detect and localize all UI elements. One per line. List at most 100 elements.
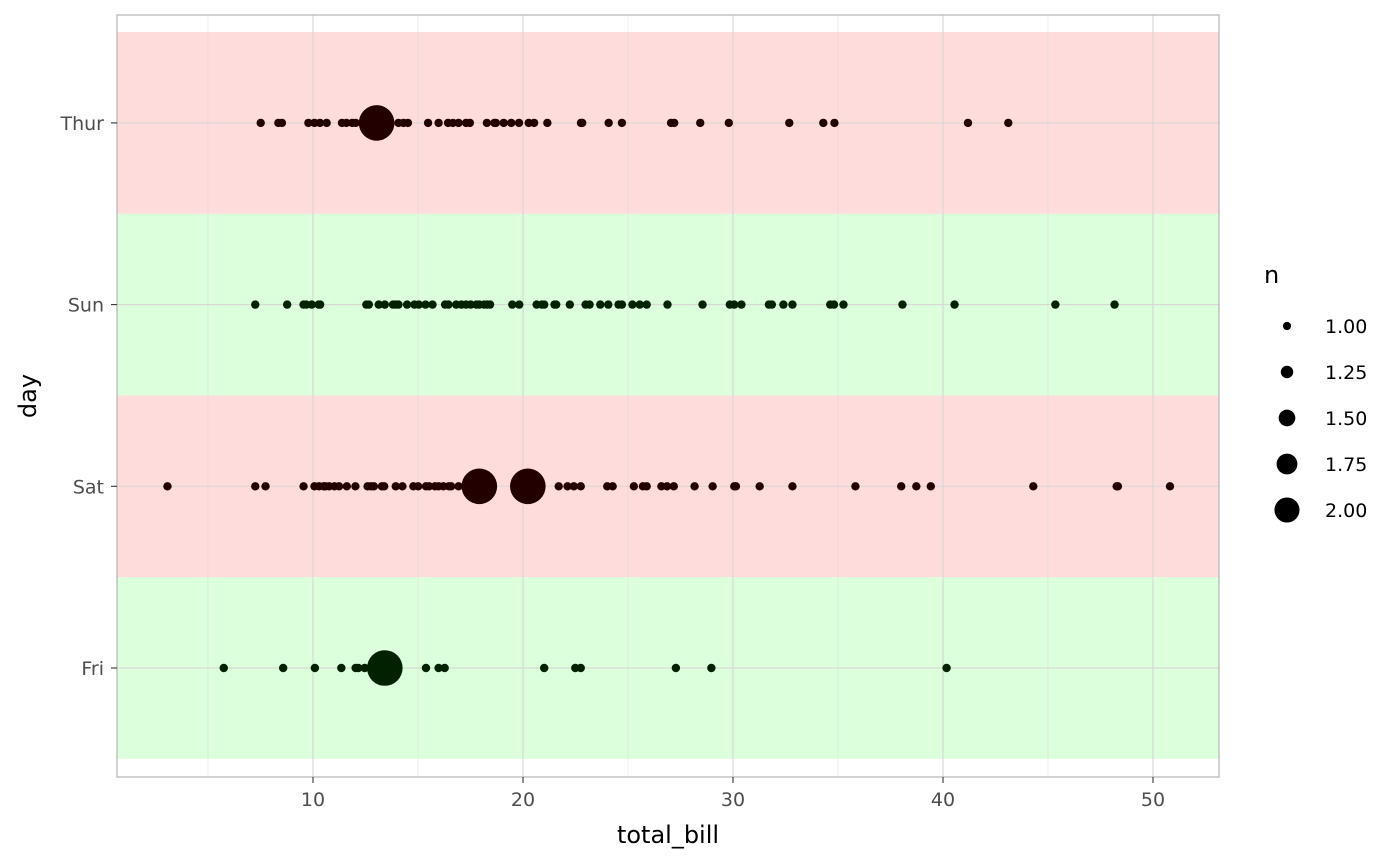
- data-point-sat: [334, 482, 344, 491]
- data-point-sat: [851, 482, 860, 491]
- data-point-sat: [576, 482, 585, 491]
- panel-border: [116, 14, 1220, 778]
- data-point-sat: [424, 482, 434, 491]
- data-point-sat: [897, 482, 906, 491]
- data-point-sun: [839, 300, 848, 309]
- data-point-thur: [382, 118, 391, 128]
- data-point-sat: [351, 482, 360, 491]
- data-point-sun: [444, 300, 453, 309]
- data-point-fri: [421, 663, 431, 673]
- data-point-sun: [767, 300, 777, 309]
- data-point-thur: [670, 118, 679, 128]
- data-point-fri: [434, 663, 443, 673]
- data-point-sun: [551, 300, 561, 309]
- x-tick-label: 20: [511, 789, 535, 811]
- data-point-sat: [369, 482, 379, 491]
- data-point-sat: [261, 482, 270, 491]
- data-point-thur: [499, 118, 508, 128]
- data-point-sat: [708, 482, 717, 491]
- data-point-sun: [698, 300, 707, 309]
- x-axis-ticks: 10 20 30 40 50: [301, 777, 1165, 811]
- data-point-thur: [256, 118, 265, 128]
- data-point-sun: [402, 300, 412, 309]
- data-point-sun: [515, 300, 524, 309]
- data-point-sun: [898, 300, 907, 309]
- data-point-sun: [540, 300, 549, 309]
- size-legend: n 1.00 1.25 1.50 1.75 2.00: [1264, 261, 1367, 523]
- data-point-fri: [942, 663, 951, 673]
- data-point-thur: [465, 118, 475, 128]
- data-point-fri: [354, 663, 363, 673]
- data-point-sat: [669, 482, 678, 491]
- data-point-fri: [278, 663, 288, 673]
- data-point-sat: [391, 482, 400, 491]
- data-point-sat: [398, 482, 407, 491]
- data-point-sat: [788, 482, 797, 491]
- data-point-thur: [696, 118, 705, 128]
- data-point-sun: [642, 300, 651, 309]
- data-point-sat: [533, 482, 542, 491]
- data-point-sun: [380, 300, 390, 309]
- data-point-thur: [514, 118, 524, 128]
- data-point-sun: [604, 300, 613, 309]
- data-point-sun: [779, 300, 788, 309]
- data-point-sun: [663, 300, 672, 309]
- y-tick-label: Thur: [59, 113, 104, 135]
- data-point-sun: [829, 300, 839, 309]
- data-point-sun: [414, 300, 424, 309]
- legend-label: 1.00: [1325, 316, 1367, 338]
- data-point-thur: [507, 118, 516, 128]
- y-axis-title: day: [14, 374, 42, 418]
- legend-label: 1.25: [1325, 362, 1367, 384]
- legend-size-key: [1282, 321, 1292, 331]
- data-point-thur: [963, 118, 973, 128]
- data-point-thur: [617, 118, 627, 128]
- data-point-fri: [540, 663, 549, 673]
- data-point-thur: [315, 118, 325, 128]
- data-point-sun: [394, 300, 403, 309]
- data-point-sat: [926, 482, 936, 491]
- data-point-sat: [642, 482, 651, 491]
- data-point-sun: [307, 300, 316, 309]
- data-point-sat: [563, 482, 572, 491]
- x-tick-label: 10: [301, 789, 325, 811]
- data-point-sat: [569, 482, 579, 491]
- data-point-sun: [508, 300, 517, 309]
- data-point-sat: [1165, 482, 1175, 491]
- data-point-thur: [351, 118, 360, 128]
- data-point-sun: [950, 300, 959, 309]
- data-point-sat: [414, 482, 423, 491]
- data-point-sat: [446, 482, 456, 491]
- data-point-sat: [510, 468, 546, 505]
- data-point-sun: [737, 300, 746, 309]
- data-point-thur: [724, 118, 733, 128]
- data-point-thur: [1004, 118, 1013, 128]
- data-point-sat: [608, 482, 617, 491]
- y-tick-label: Sat: [73, 476, 104, 498]
- data-point-sat: [342, 482, 352, 491]
- data-point-thur: [423, 118, 433, 128]
- data-point-sun: [428, 300, 437, 309]
- legend-title: n: [1264, 261, 1279, 289]
- legend-size-key: [1280, 365, 1294, 379]
- data-point-sat: [731, 482, 741, 491]
- x-tick-label: 40: [931, 789, 955, 811]
- x-axis-title: total_bill: [617, 821, 719, 849]
- data-point-thur: [819, 118, 828, 128]
- y-axis-ticks: Fri Sat Sun Thur: [59, 113, 117, 680]
- data-point-sat: [912, 482, 921, 491]
- data-point-sun: [251, 300, 260, 309]
- data-points: [163, 105, 1175, 686]
- data-point-sat: [690, 482, 699, 491]
- data-point-thur: [604, 118, 613, 128]
- data-point-sun: [628, 300, 637, 309]
- legend-label: 2.00: [1325, 500, 1367, 522]
- y-tick-label: Fri: [81, 658, 104, 680]
- data-point-sat: [299, 482, 308, 491]
- data-point-fri: [360, 663, 369, 673]
- data-point-sun: [730, 300, 739, 309]
- data-point-thur: [322, 118, 331, 128]
- data-point-thur: [403, 118, 413, 128]
- data-point-fri: [671, 663, 681, 673]
